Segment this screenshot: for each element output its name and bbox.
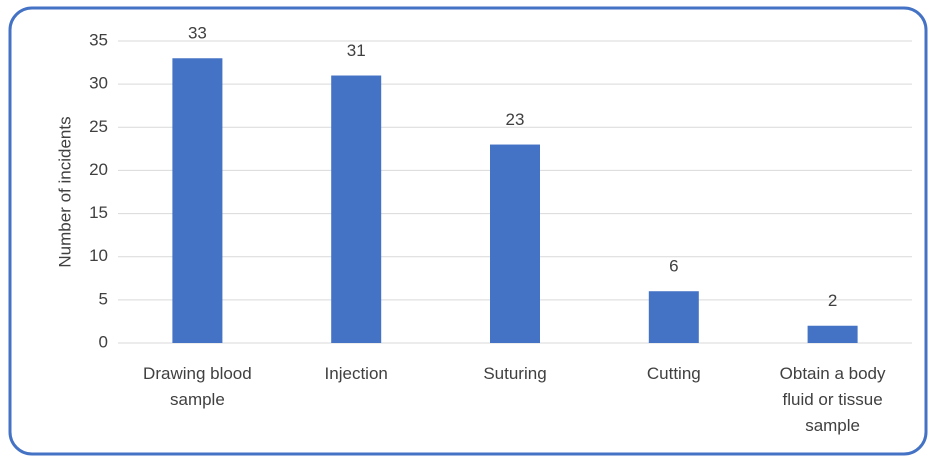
bar — [648, 291, 699, 343]
data-label: 2 — [828, 291, 837, 310]
data-label: 33 — [188, 24, 207, 43]
y-tick-label: 0 — [99, 332, 108, 351]
x-tick-label: Obtain a body fluid or tissue sample — [780, 364, 886, 435]
bar — [807, 325, 858, 343]
data-label: 23 — [506, 110, 525, 129]
y-tick-label: 35 — [89, 30, 108, 49]
y-tick-label: 25 — [89, 117, 108, 136]
y-tick-label: 5 — [99, 289, 108, 308]
y-tick-label: 30 — [89, 74, 108, 93]
x-tick-label: Drawing blood sample — [143, 364, 252, 409]
bar — [331, 75, 382, 343]
bar — [172, 58, 223, 343]
data-label: 6 — [669, 257, 678, 276]
y-tick-label: 10 — [89, 246, 108, 265]
y-tick-label: 15 — [89, 203, 108, 222]
y-axis-label: Number of incidents — [55, 116, 74, 267]
data-label: 31 — [347, 41, 366, 60]
x-tick-label: Suturing — [483, 364, 546, 383]
bar — [490, 144, 540, 343]
chart-frame — [8, 6, 928, 456]
y-tick-label: 20 — [89, 160, 108, 179]
x-tick-label: Injection — [325, 364, 388, 383]
x-tick-label: Cutting — [647, 364, 701, 383]
